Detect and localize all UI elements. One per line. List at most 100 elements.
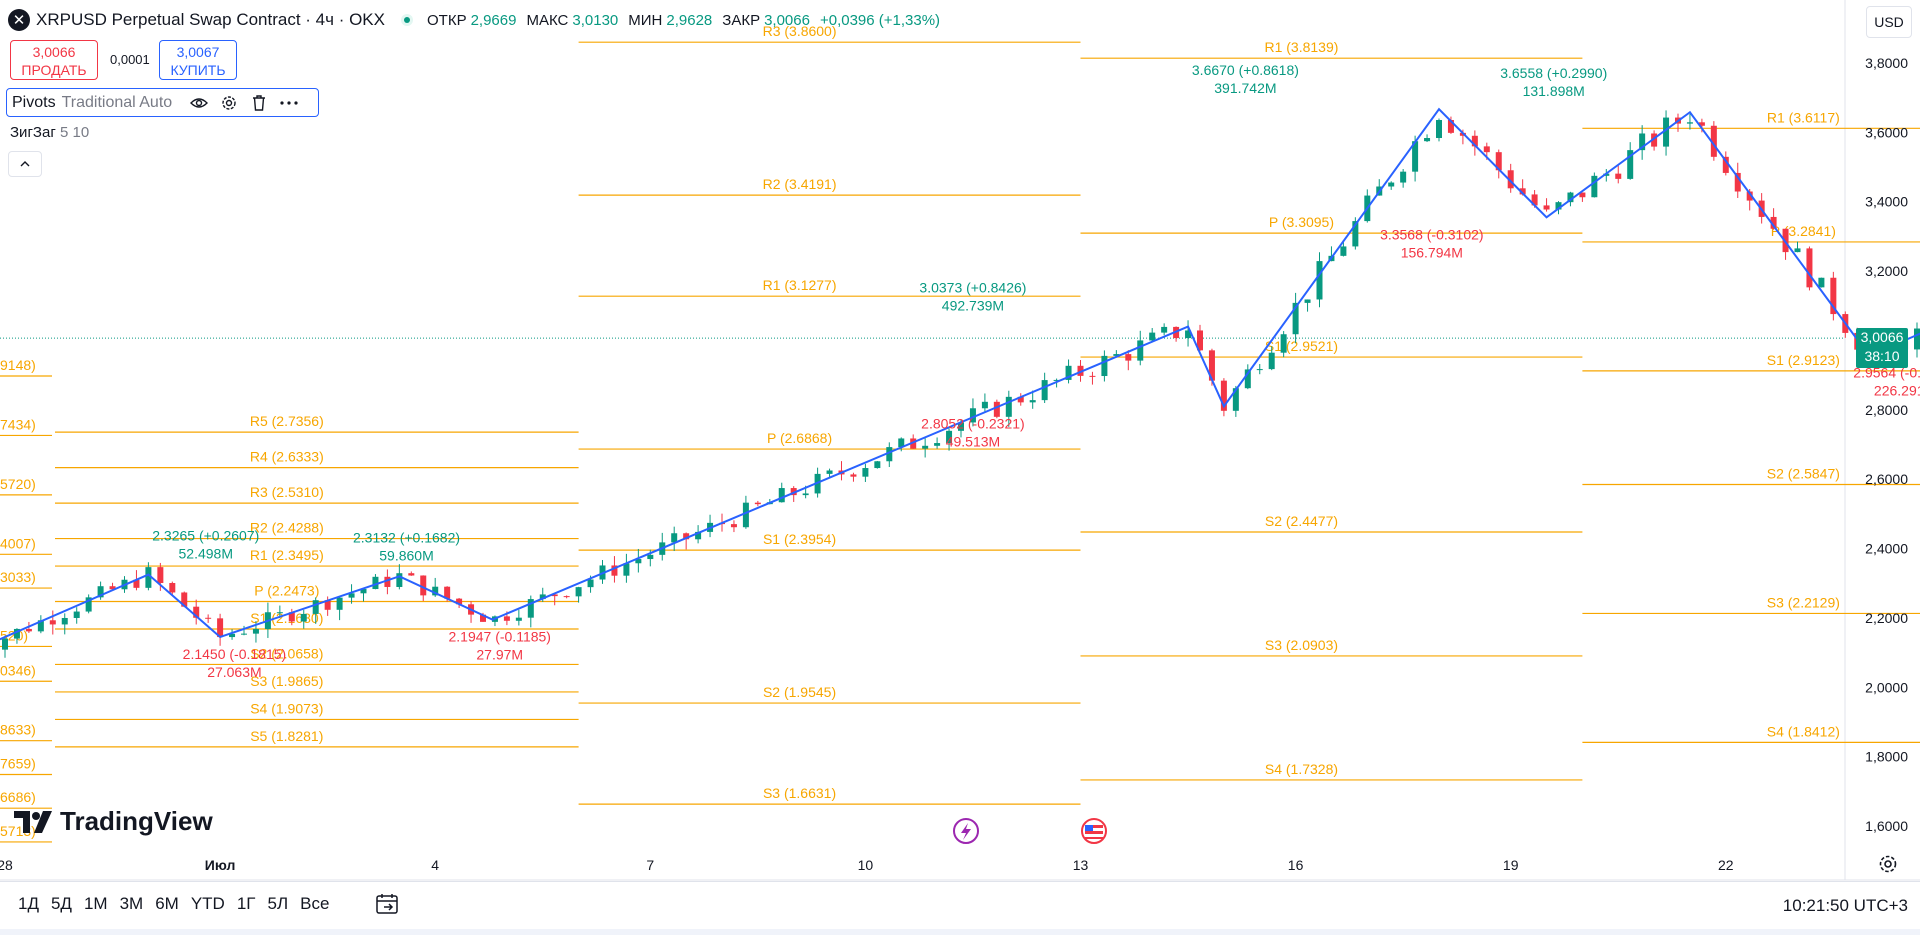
go-to-date-calendar-icon[interactable] [374,892,400,916]
symbol-header[interactable]: ✕ XRPUSD Perpetual Swap Contract · 4ч · … [8,8,946,32]
clock-timezone[interactable]: 10:21:50 UTC+3 [1782,896,1908,915]
x-tick-label: 19 [1503,857,1519,873]
candle-body [826,470,833,474]
gear-icon[interactable] [220,94,238,112]
zigzag-params[interactable]: 5 10 [59,124,90,141]
range-button[interactable]: YTD [190,894,225,913]
candle-body [420,575,427,596]
pivot-level-label: S4 (1.7328) [1265,761,1338,777]
time-axis[interactable]: 28Июл4710131619222528Авг4710131619222528… [0,857,1920,873]
candle-body [1208,350,1215,381]
swing-volume-label: 131.898M [1523,83,1585,99]
candle-body [1220,380,1227,411]
pivot-level-label: 7434) [0,416,36,432]
swing-price-label: 3.3568 (-0.3102) [1380,226,1484,242]
symbol-title[interactable]: XRPUSD Perpetual Swap Contract · 4ч · OK… [36,10,385,29]
y-tick-label: 3,8000 [1865,55,1908,71]
candle-body [527,599,534,618]
pivots-name[interactable]: Pivots [12,93,56,111]
currency-button[interactable]: USD [1866,6,1912,38]
collapse-legend-button[interactable] [8,151,42,177]
pivots-indicator-legend[interactable]: Pivots Traditional Auto [6,88,319,117]
open-label: ОТКР [427,11,467,29]
buy-button[interactable]: 3,0067 КУПИТЬ [159,40,237,80]
candle-body [1663,117,1670,147]
flag-stripe-3 [1085,837,1103,839]
pivot-level-label: S1 (2.9521) [1265,338,1338,354]
range-button[interactable]: 5Д [50,894,72,913]
y-tick-label: 3,2000 [1865,263,1908,279]
candles [1,110,1920,658]
sell-button[interactable]: 3,0066 ПРОДАТЬ [10,40,98,80]
event-markers[interactable] [953,818,1107,844]
chart-settings-icon[interactable] [1876,852,1900,876]
candle-body [324,600,331,610]
sell-label: ПРОДАТЬ [21,62,87,78]
pivot-level-label: S3 (1.6631) [763,785,836,801]
candle-body [85,597,92,612]
spread-value: 0,0001 [110,52,150,67]
range-button[interactable]: 5Л [267,894,289,913]
low-value: 2,9628 [666,11,713,29]
candle-body [683,533,690,540]
eye-icon[interactable] [190,94,209,112]
candle-body [205,617,212,619]
tradingview-logo-text: TradingView [60,806,213,836]
pivot-level-label: R1 (3.1277) [763,277,837,293]
candle-body [276,612,283,614]
swing-price-label: 3.0373 (+0.8426) [919,280,1026,296]
candle-body [444,586,451,599]
candle-body [408,573,415,576]
range-button[interactable]: 1Г [236,894,256,913]
more-icon[interactable] [280,94,298,112]
lightning-bolt-shape [961,823,971,840]
bottom-strip [0,929,1920,935]
candle-body [1507,170,1514,189]
market-status-icon[interactable] [401,14,413,26]
candle-body [1400,171,1407,183]
candle-body [1388,182,1395,187]
candle-body [25,628,32,632]
sell-price: 3,0066 [32,44,76,60]
candle-body [1041,380,1048,401]
tradingview-logo[interactable]: TradingView [14,806,213,837]
price-axis[interactable]: 3,8000 3,6000 3,4000 3,2000 2,8000 2,6000 2,40… [1865,55,1908,834]
candle-body [1651,133,1658,147]
candle-body [742,502,749,528]
trash-icon[interactable] [250,94,268,112]
range-button[interactable]: 3М [119,894,144,913]
y-tick-label: 3,4000 [1865,194,1908,210]
range-button[interactable]: 1М [83,894,108,913]
high-value: 3,0130 [572,11,619,29]
swing-volume-label: 59.860M [379,547,433,563]
candle-body [336,597,343,610]
zigzag-name[interactable]: ЗигЗаг [10,124,56,141]
candle-body [241,633,247,635]
candle-body [1029,400,1036,403]
candle-body [910,438,917,449]
pivot-level-label: 7659) [0,755,36,771]
range-button[interactable]: 6М [155,894,179,913]
candle-body [1340,246,1347,256]
range-button[interactable]: 1Д [18,894,39,913]
candle-body [1137,340,1144,361]
pivot-level-label: S5 (1.8281) [250,728,323,744]
candle-body [13,628,20,639]
range-button[interactable]: Все [300,894,330,913]
candle-body [372,576,379,590]
candle-body [1794,248,1801,253]
candle-body [874,461,881,469]
swing-price-label: 2.1947 (-0.1185) [448,629,550,645]
candle-body [1806,248,1813,288]
candle-body [456,598,463,605]
date-range-buttons: 1Д 5Д 1М 3М 6М YTD 1Г 5Л Все [12,894,335,914]
candle-body [1830,277,1837,315]
pivots-params[interactable]: Traditional Auto [61,93,173,111]
candle-body [850,474,857,477]
pivot-level-label: S2 (2.5847) [1767,465,1840,481]
open-value: 2,9669 [470,11,517,29]
pivot-level-label: R2 (2.4288) [250,520,324,536]
x-tick-label: 4 [431,857,439,873]
zigzag-indicator-legend[interactable]: ЗигЗаг 5 10 [10,124,89,141]
